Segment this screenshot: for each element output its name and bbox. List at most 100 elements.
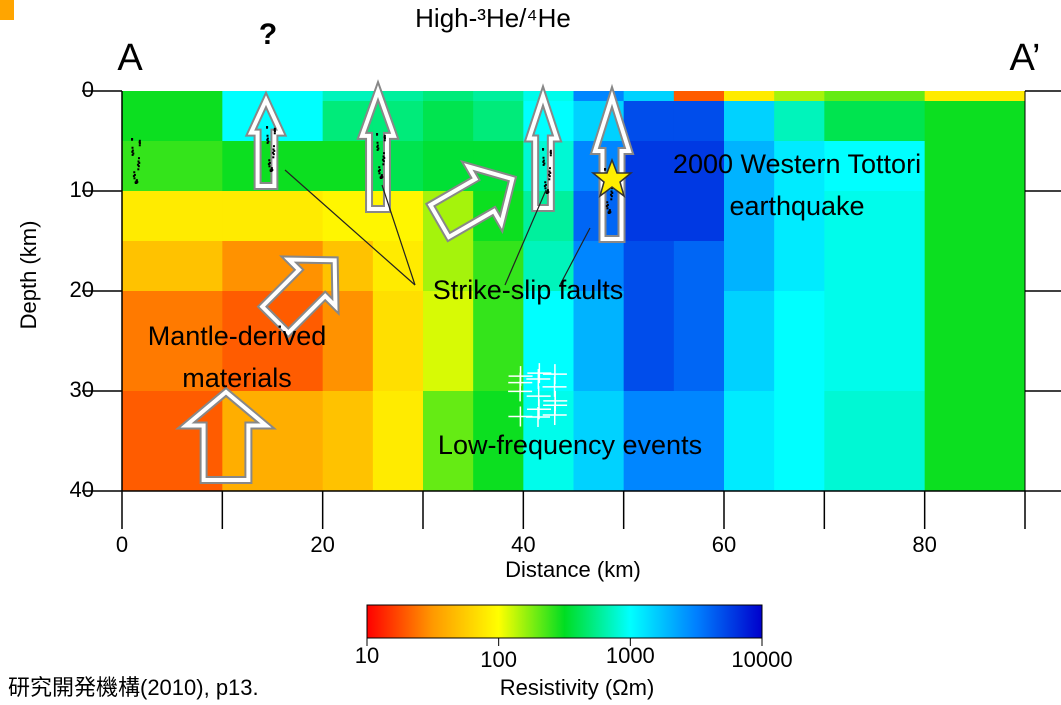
- cell: [925, 191, 1026, 242]
- x-tick-label: 80: [912, 532, 936, 557]
- seismicity-dot: [380, 176, 382, 178]
- seismicity-dot: [606, 207, 608, 209]
- seismicity-dot: [266, 126, 268, 128]
- x-tick-label: 60: [712, 532, 736, 557]
- seismicity-dot: [611, 192, 613, 194]
- cell: [674, 291, 725, 392]
- seismicity-dot: [544, 187, 546, 189]
- colorbar-tick-label: 1000: [606, 643, 655, 668]
- cell: [925, 101, 1026, 142]
- colorbar-label: Resistivity (Ωm): [500, 675, 655, 700]
- cell: [122, 101, 223, 142]
- cell: [373, 291, 424, 392]
- cell: [423, 101, 474, 142]
- cell: [824, 291, 925, 392]
- label-a-prime: A’: [1010, 37, 1041, 79]
- seismicity-dot: [545, 184, 547, 186]
- cell: [925, 141, 1026, 192]
- cell: [624, 241, 675, 292]
- cell: [724, 91, 775, 102]
- seismicity-dot: [542, 157, 544, 159]
- cell: [925, 391, 1026, 492]
- seismicity-dot: [378, 172, 380, 174]
- seismicity-dot: [137, 164, 139, 166]
- seismicity-dot: [273, 145, 275, 147]
- seismicity-dot: [543, 163, 545, 165]
- colorbar: [367, 605, 762, 638]
- seismicity-dot: [273, 150, 275, 152]
- seismicity-dot: [384, 136, 386, 138]
- seismicity-dot: [269, 162, 271, 164]
- cell: [122, 191, 223, 242]
- seismicity-dot: [376, 133, 378, 135]
- seismicity-dot: [134, 174, 136, 176]
- cell: [824, 101, 925, 142]
- seismicity-dot: [542, 148, 544, 150]
- page: 010203040020406080Distance (km)Depth (km…: [0, 0, 1061, 705]
- x-tick-label: 20: [310, 532, 334, 557]
- seismicity-dot: [384, 139, 386, 141]
- seismicity-dot: [378, 166, 380, 168]
- seismicity-dot: [272, 152, 274, 154]
- seismicity-dot: [132, 153, 134, 155]
- cell: [574, 291, 625, 392]
- cell: [423, 291, 474, 392]
- cell: [222, 91, 323, 102]
- annotation: Mantle-derived: [148, 321, 327, 351]
- seismicity-dot: [549, 167, 551, 169]
- y-tick-label: 10: [70, 177, 94, 202]
- seismicity-dot: [274, 129, 276, 131]
- cell: [323, 91, 374, 102]
- cell: [122, 91, 223, 102]
- annotation: 2000 Western Tottori: [673, 149, 921, 179]
- chart: 010203040020406080Distance (km)Depth (km…: [0, 0, 1061, 705]
- y-tick-label: 20: [70, 277, 94, 302]
- x-axis-title: Distance (km): [505, 557, 641, 582]
- seismicity-dot: [550, 154, 552, 156]
- cell: [373, 391, 424, 492]
- arrow: [0, 0, 25, 20]
- cell: [473, 91, 524, 102]
- seismicity-dot: [606, 201, 608, 203]
- seismicity-dot: [544, 181, 546, 183]
- cell: [724, 391, 775, 492]
- seismicity-dot: [133, 177, 135, 179]
- seismicity-dot: [379, 169, 381, 171]
- annotation: materials: [182, 363, 292, 393]
- seismicity-dot: [382, 159, 384, 161]
- seismicity-dot: [609, 211, 611, 213]
- seismicity-dot: [377, 148, 379, 150]
- seismicity-dot: [139, 144, 141, 146]
- annotation: earthquake: [729, 191, 864, 221]
- cell: [724, 241, 775, 292]
- seismicity-dot: [272, 156, 274, 158]
- colorbar-tick-label: 100: [480, 647, 517, 672]
- seismicity-dot: [548, 174, 550, 176]
- annotation: Strike-slip faults: [433, 275, 624, 305]
- cell: [674, 241, 725, 292]
- cell: [222, 191, 323, 242]
- seismicity-dot: [608, 211, 610, 213]
- cell: [774, 91, 825, 102]
- cell: [323, 391, 374, 492]
- seismicity-dot: [271, 169, 273, 171]
- cell: [774, 291, 825, 392]
- seismicity-dot: [607, 204, 609, 206]
- seismicity-dot: [550, 151, 552, 153]
- cell: [674, 191, 725, 242]
- x-tick-label: 40: [511, 532, 535, 557]
- cell: [373, 241, 424, 292]
- cell: [122, 241, 223, 292]
- seismicity-dot: [383, 152, 385, 154]
- cell: [824, 391, 925, 492]
- seismicity-dot: [267, 141, 269, 143]
- cell: [925, 91, 1026, 102]
- cell: [925, 291, 1026, 392]
- cell: [724, 101, 775, 142]
- cell: [824, 241, 925, 292]
- cell: [724, 291, 775, 392]
- seismicity-dot: [131, 138, 133, 140]
- cell: [774, 391, 825, 492]
- cell: [523, 91, 574, 102]
- cell: [323, 241, 374, 292]
